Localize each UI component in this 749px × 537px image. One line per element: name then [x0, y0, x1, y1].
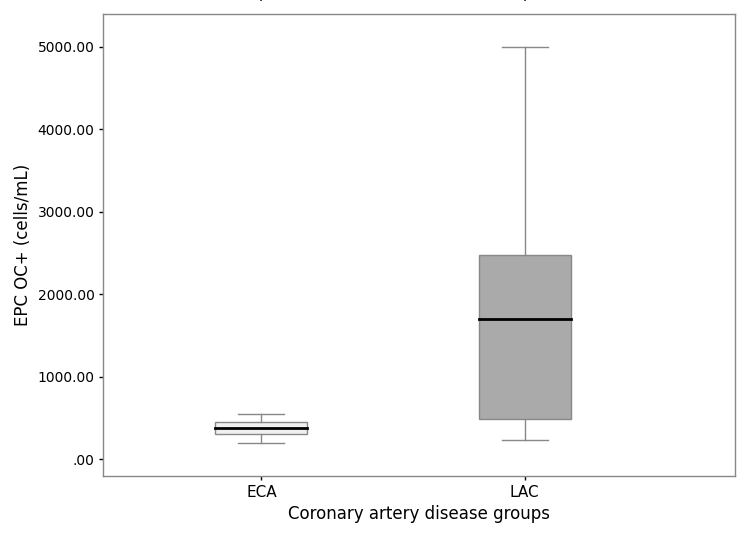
Bar: [215, 422, 307, 434]
Bar: [479, 255, 571, 419]
Y-axis label: EPC OC+ (cells/mL): EPC OC+ (cells/mL): [14, 164, 32, 326]
X-axis label: Coronary artery disease groups: Coronary artery disease groups: [288, 505, 551, 523]
